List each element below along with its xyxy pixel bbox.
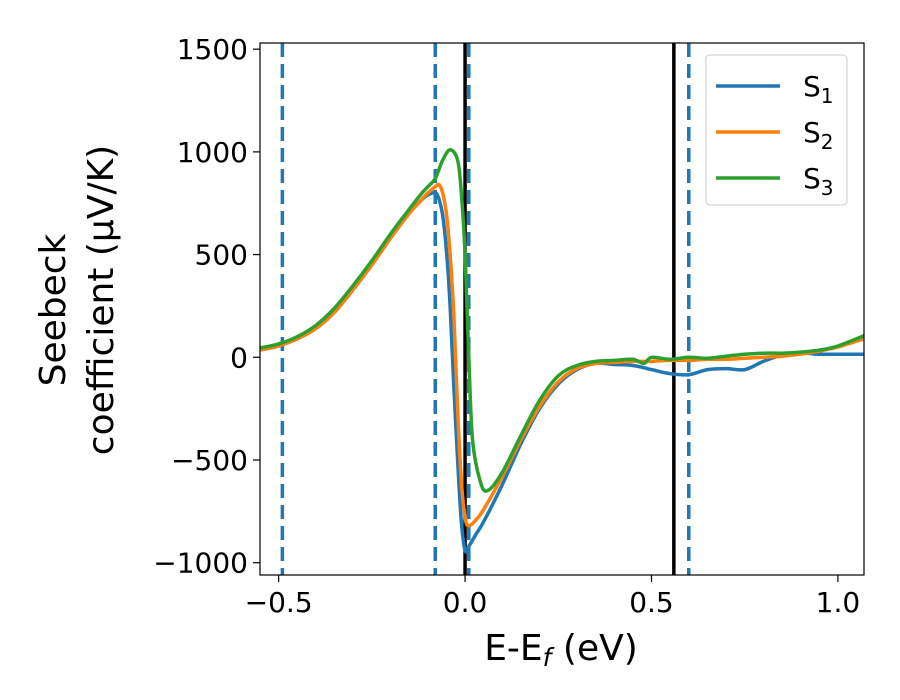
axis-ticks: −0.5 0.0 0.5 1.0 −1000 −500 0 500 1000 1500	[153, 33, 860, 619]
y-tick-label: 1500	[177, 33, 248, 66]
y-axis-label-line2: coefficient (μV/K)	[81, 145, 122, 455]
y-tick-label: −500	[171, 444, 248, 477]
series-line-s3	[260, 148, 864, 493]
y-tick-label: 500	[195, 239, 248, 272]
x-tick-label: 0.0	[443, 586, 488, 619]
plot-frame	[259, 42, 865, 576]
reference-lines	[280, 43, 691, 575]
x-tick-label: 1.0	[816, 586, 861, 619]
x-tick-label: 0.5	[629, 586, 674, 619]
x-axis-label: E-Ef (eV)	[484, 628, 638, 672]
y-tick-label: −1000	[153, 547, 248, 580]
series-lines	[260, 148, 864, 554]
legend: S1 S2 S3	[705, 54, 848, 206]
legend-label-s1: S1	[803, 70, 834, 108]
legend-label-s2: S2	[803, 116, 834, 154]
y-tick-label: 0	[230, 341, 248, 374]
x-tick-label: −0.5	[245, 586, 313, 619]
legend-label-s3: S3	[803, 162, 834, 200]
legend-box	[705, 54, 848, 206]
y-axis-label-line1: Seebeck	[33, 233, 74, 386]
series-line-s2	[260, 182, 864, 528]
y-tick-label: 1000	[177, 136, 248, 169]
